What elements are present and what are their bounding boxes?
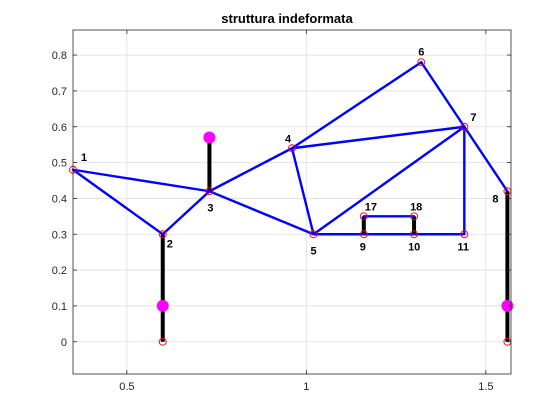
members-layer	[71, 61, 509, 236]
truss-member	[208, 147, 294, 193]
truss-member	[420, 61, 466, 128]
y-tick-label: 0.7	[52, 86, 67, 98]
truss-member	[208, 190, 315, 236]
node-marker	[460, 122, 469, 131]
node-marker	[158, 230, 167, 239]
node-label: 18	[410, 201, 422, 213]
axes-box	[72, 29, 512, 375]
node-label: 6	[418, 46, 424, 58]
node-label: 2	[167, 238, 173, 250]
y-tick-label: 0.5	[52, 158, 67, 170]
truss-member	[463, 125, 509, 193]
node-label: 7	[470, 112, 476, 124]
node-marker	[410, 230, 419, 239]
y-tick-label: 0.8	[52, 50, 67, 62]
y-tick-label: 0.6	[52, 122, 67, 134]
node-label: 10	[408, 241, 420, 253]
truss-member	[290, 125, 466, 150]
node-marker	[205, 187, 214, 196]
truss-member	[71, 168, 164, 236]
node-marker	[359, 230, 368, 239]
axes-background	[73, 30, 511, 374]
x-tick-label: 1	[303, 381, 309, 393]
node-labels-layer: 1 2 3 4 5 6 7 8 9 10 11 17 18	[81, 46, 499, 257]
node-marker	[359, 212, 368, 221]
truss-member	[71, 168, 211, 193]
y-tick-label: 0.2	[52, 265, 67, 277]
chart-title: struttura indeformata	[221, 11, 353, 26]
node-marker	[158, 337, 167, 346]
y-tick-label: 0	[61, 337, 67, 349]
node-marker	[417, 58, 426, 67]
node-marker	[288, 144, 296, 153]
y-tick-label: 0.1	[52, 301, 67, 313]
ticks-layer: 0.5 1 1.5 0 0.1 0.2 0.3 0.4 0.5 0.6 0.7 0.8	[52, 30, 511, 393]
node-label: 3	[207, 202, 213, 214]
node-label: 8	[492, 193, 498, 205]
node-marker	[460, 230, 469, 239]
markers-layer	[69, 58, 514, 346]
truss-member	[312, 125, 466, 236]
node-marker	[410, 212, 419, 221]
node-label: 1	[81, 152, 87, 164]
x-tick-label: 0.5	[119, 381, 134, 393]
pin-marker	[156, 299, 169, 312]
y-tick-label: 0.3	[52, 229, 67, 241]
pin-marker	[203, 131, 216, 144]
truss-member	[290, 147, 315, 236]
y-tick-label: 0.4	[52, 193, 67, 205]
truss-member	[161, 190, 211, 236]
node-label: 11	[457, 241, 469, 253]
node-label: 9	[360, 241, 366, 253]
node-label: 17	[365, 201, 377, 213]
node-marker	[309, 230, 318, 239]
x-tick-label: 1.5	[478, 381, 493, 393]
node-label: 4	[285, 133, 292, 145]
node-label: 5	[311, 245, 317, 257]
supports-layer	[160, 137, 510, 342]
truss-member	[290, 61, 423, 150]
